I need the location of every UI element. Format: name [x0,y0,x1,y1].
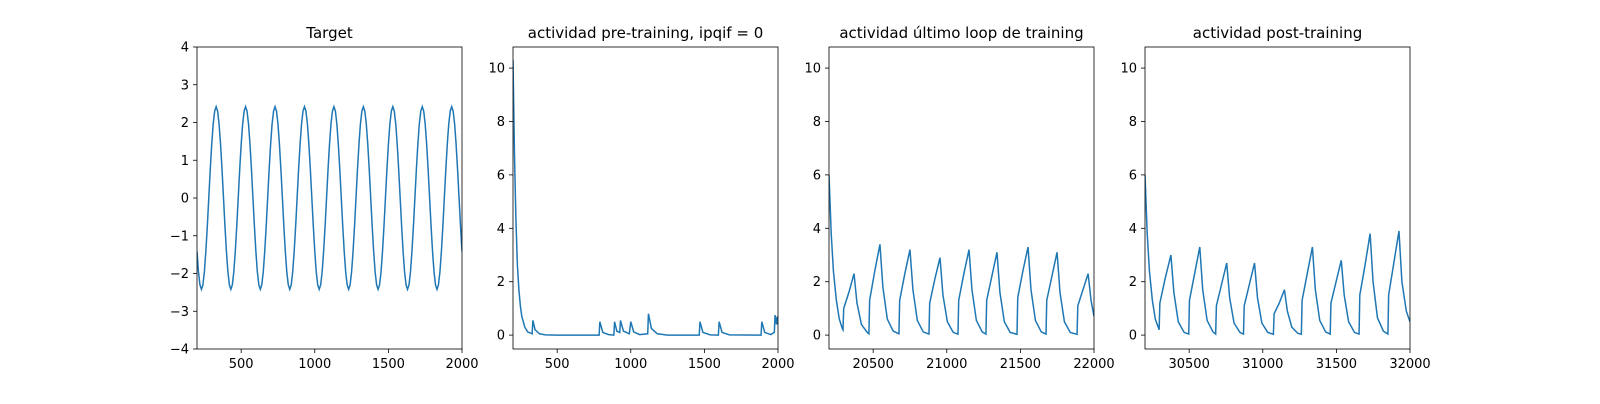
y-tick-label: 8 [1129,115,1137,130]
y-tick-label: 10 [804,62,821,77]
x-tick-label: 21000 [926,357,967,372]
line [513,60,778,336]
y-tick-label: 8 [497,115,505,130]
y-tick-label: 2 [1129,275,1137,290]
y-tick-label: 4 [497,222,505,237]
axes-frame [1144,46,1411,350]
y-tick-label: 4 [181,41,189,56]
line [1145,174,1410,336]
y-tick-label: 0 [1129,329,1137,344]
y-tick-label: −4 [170,343,189,358]
x-tick-label: 1000 [298,357,331,372]
y-tick-label: −3 [170,305,189,320]
y-tick-label: 2 [497,275,505,290]
x-tick-label: 1000 [614,357,647,372]
y-tick-label: 0 [497,329,505,344]
y-tick-label: 0 [181,192,189,207]
subplot: actividad último loop de training 0 2 4 6 8 10… [804,24,1114,372]
x-tick-label: 2000 [761,357,794,372]
x-tick-label: 21500 [1000,357,1041,372]
y-tick-label: 10 [1120,62,1137,77]
subplot: actividad pre-training, ipqif = 0 0 2 4 6 8 10… [488,24,794,372]
y-tick-label: 4 [1129,222,1137,237]
axes-frame [512,46,779,350]
x-tick-label: 2000 [445,357,478,372]
x-tick-label: 32000 [1389,357,1430,372]
y-tick-label: 2 [813,275,821,290]
x-tick-label: 500 [545,357,570,372]
x-tick-label: 1500 [688,357,721,372]
x-tick-label: 1500 [372,357,405,372]
subplot-title: actividad último loop de training [839,24,1083,42]
y-tick-label: −1 [170,229,189,244]
y-tick-label: −2 [170,267,189,282]
axes-frame [828,46,1095,350]
y-tick-label: 4 [813,222,821,237]
y-tick-label: 6 [1129,168,1137,183]
y-tick-label: 6 [497,168,505,183]
x-tick-label: 30500 [1168,357,1209,372]
x-tick-label: 20500 [852,357,893,372]
y-tick-label: 2 [181,116,189,131]
y-tick-label: 1 [181,154,189,169]
x-tick-label: 22000 [1073,357,1114,372]
subplot: Target −4 −3 −2 −1 0 1 2 3 4 500 1000 1500 2000 [170,24,479,372]
y-tick-label: 0 [813,329,821,344]
y-tick-label: 6 [813,168,821,183]
x-tick-label: 500 [229,357,254,372]
subplot-title: Target [305,24,353,42]
y-tick-label: 10 [488,62,505,77]
subplot-title: actividad post-training [1193,24,1362,42]
line [197,104,462,292]
x-tick-label: 31500 [1316,357,1357,372]
y-tick-label: 8 [813,115,821,130]
line [829,174,1094,336]
axes-frame [196,46,463,350]
x-tick-label: 31000 [1242,357,1283,372]
subplot-title: actividad pre-training, ipqif = 0 [528,24,764,42]
y-tick-label: 3 [181,78,189,93]
subplot: actividad post-training 0 2 4 6 8 10 30500 31000… [1120,24,1430,372]
